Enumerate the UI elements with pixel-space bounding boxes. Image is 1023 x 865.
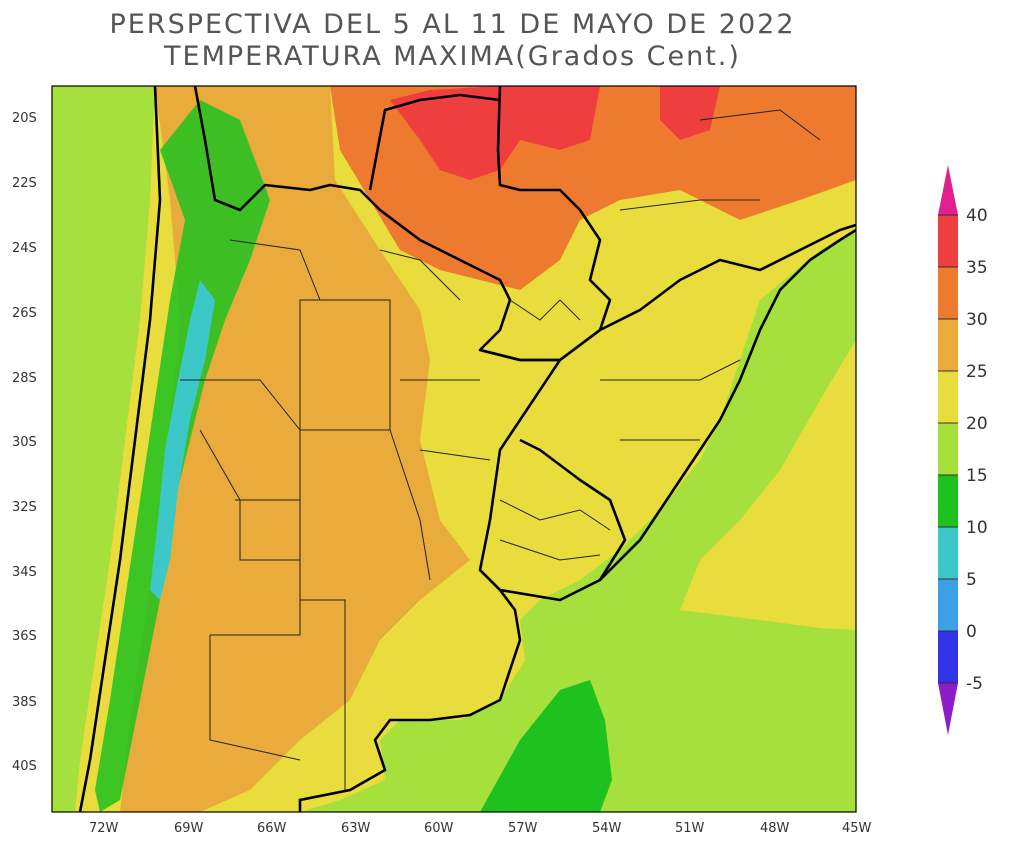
brazil-red-patch <box>660 86 720 140</box>
colorbar-bottom-arrow <box>938 683 958 735</box>
colorbar-label: 25 <box>966 362 988 382</box>
chile-strip <box>52 86 155 812</box>
lat-tick-label: 24S <box>12 241 37 256</box>
lat-tick-label: 20S <box>12 111 37 126</box>
colorbar-label: 30 <box>966 310 988 330</box>
coastline <box>298 228 857 812</box>
colorbar-label: -5 <box>966 674 983 694</box>
colorbar-top-arrow <box>938 165 958 215</box>
lon-tick-label: 60W <box>424 821 454 836</box>
map-title-line2: TEMPERATURA MAXIMA(Grados Cent.) <box>164 41 741 72</box>
colorbar-label: 20 <box>966 414 988 434</box>
lat-tick-label: 34S <box>12 565 37 580</box>
lat-tick-label: 32S <box>12 500 37 515</box>
lon-tick-label: 57W <box>508 821 538 836</box>
lat-tick-label: 38S <box>12 695 37 710</box>
map-field <box>52 86 856 812</box>
map-title-line1: PERSPECTIVA DEL 5 AL 11 DE MAYO DE 2022 <box>109 9 796 40</box>
lon-tick-label: 48W <box>760 821 790 836</box>
colorbar-label: 40 <box>966 206 988 226</box>
lon-tick-label: 51W <box>675 821 705 836</box>
colorbar-label: 35 <box>966 258 988 278</box>
colorbar-segment <box>938 631 958 683</box>
lon-tick-label: 63W <box>341 821 371 836</box>
lat-tick-label: 30S <box>12 435 37 450</box>
lat-tick-label: 26S <box>12 306 37 321</box>
lon-tick-label: 69W <box>174 821 204 836</box>
cool-ocean-patch <box>480 680 612 812</box>
lon-tick-label: 72W <box>89 821 119 836</box>
warm-ocean-patch <box>680 340 856 630</box>
colorbar-segment <box>938 267 958 319</box>
lat-tick-label: 36S <box>12 629 37 644</box>
colorbar-label: 0 <box>966 622 977 642</box>
bolivia-red-core <box>390 86 600 180</box>
province-borders <box>180 109 821 790</box>
colorbar-label: 5 <box>966 570 977 590</box>
longitude-axis: 72W 69W 66W 63W 60W 57W 54W 51W 48W 45W <box>89 821 872 836</box>
lat-tick-label: 28S <box>12 371 37 386</box>
country-borders <box>78 86 856 812</box>
latitude-axis: 20S 22S 24S 26S 28S 30S 32S 34S 36S 38S … <box>12 111 37 774</box>
plot-frame <box>51 85 857 813</box>
colorbar-segment <box>938 579 958 631</box>
colorbar-segment <box>938 423 958 475</box>
colorbar-segment <box>938 215 958 267</box>
colorbar: 40 35 30 25 20 15 10 5 0 -5 <box>938 165 988 735</box>
andes-cyan-core <box>150 280 215 600</box>
lon-tick-label: 45W <box>842 821 872 836</box>
colorbar-label: 10 <box>966 518 988 538</box>
colorbar-segment <box>938 371 958 423</box>
colorbar-segment <box>938 527 958 579</box>
lat-tick-label: 22S <box>12 176 37 191</box>
colorbar-segment <box>938 475 958 527</box>
lat-tick-label: 40S <box>12 759 37 774</box>
colorbar-segment <box>938 319 958 371</box>
lon-tick-label: 66W <box>257 821 287 836</box>
colorbar-label: 15 <box>966 466 988 486</box>
lon-tick-label: 54W <box>592 821 622 836</box>
